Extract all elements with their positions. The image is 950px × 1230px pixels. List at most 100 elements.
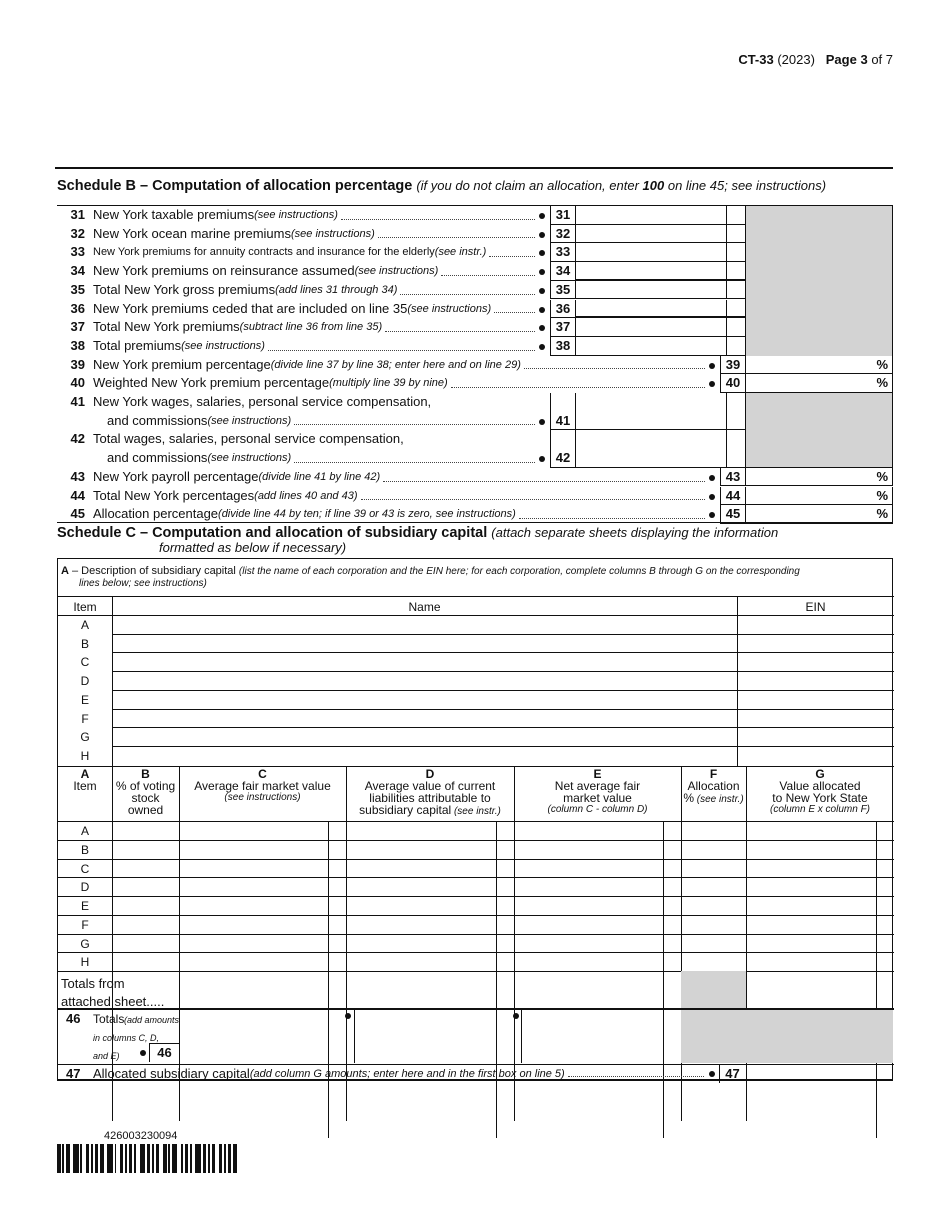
line46-field-c[interactable] [180,1011,328,1061]
dot-leader [489,243,535,258]
note-bold: 100 [642,178,665,193]
percent-field[interactable]: % [745,505,893,524]
note-text: (if you do not claim an allocation, ente… [416,178,643,193]
line-number: 37 [70,319,85,335]
cents-field[interactable] [726,336,745,356]
amount-field[interactable] [575,430,726,468]
name-field-E[interactable] [113,691,736,709]
line47-field[interactable] [747,1065,875,1083]
cents-field[interactable] [726,393,745,431]
line-label-text: Total premiums [93,337,182,353]
totals-text: attached sheet..... [61,994,165,1009]
cents-field[interactable] [726,262,745,281]
barcode-bar [127,1144,129,1173]
dot-leader [360,487,705,501]
barcode-bar [198,1144,201,1173]
grid-line [58,952,894,954]
column-note: (see instructions) [224,792,301,803]
barcode-bar [220,1144,223,1173]
barcode-bar [168,1144,171,1173]
ein-field-D[interactable] [738,672,893,690]
amount-field[interactable] [575,318,726,337]
ein-field-G[interactable] [738,728,893,746]
line-instruction: (subtract line 36 from line 35) [239,321,383,334]
barcode-bar [118,1144,120,1173]
grid-line [719,1064,720,1083]
barcode-bar [179,1144,181,1173]
schedule-b-line-45: 45 Allocation percentage (divide line 44 … [57,505,893,524]
cents-field[interactable] [726,224,745,244]
barcode-bar [195,1144,198,1173]
barcode-bar [103,1144,106,1173]
cents-field[interactable] [726,318,745,337]
amount-field[interactable] [575,262,726,281]
amount-field[interactable] [575,393,726,431]
barcode-bar [109,1144,111,1173]
column-label: % (see instr.) [683,791,744,805]
cents-field[interactable] [726,243,745,263]
barcode-bar [231,1144,234,1173]
bullet-icon [345,1013,351,1019]
percent-field[interactable]: % [745,467,893,487]
barcode-bar [92,1144,95,1173]
cents-field[interactable] [726,206,745,225]
grid-line [58,1064,894,1065]
line-box-number: 31 [550,206,575,225]
line-instruction: (see instr.) [434,246,487,259]
barcode-bar [188,1144,190,1173]
line-box-number: 38 [550,336,575,356]
name-field-F[interactable] [113,710,736,728]
grid-line [328,821,329,1138]
percent-field[interactable]: % [745,486,893,506]
name-field-G[interactable] [113,728,736,746]
line-number: 47 [66,1066,81,1081]
barcode-bar [170,1144,172,1173]
column-note: (column E x column F) [769,804,871,815]
barcode-bar [71,1144,74,1173]
grid-line [496,821,497,1138]
barcode-bar [150,1144,153,1173]
amount-field[interactable] [575,299,726,319]
barcode-bar [227,1144,230,1173]
line-number: 31 [70,207,85,222]
column-header-F: F Allocation% (see instr.) [681,768,746,806]
line46-field-d[interactable] [355,1011,503,1061]
cents-field[interactable] [726,299,745,319]
ein-field-E[interactable] [738,691,893,709]
amount-field[interactable] [575,280,726,300]
percent-field[interactable]: % [745,374,893,393]
barcode-bar [180,1144,183,1173]
line-instruction: (see instructions) [254,209,338,221]
name-field-A[interactable] [113,616,736,634]
dot-leader [294,412,535,426]
ein-field-C[interactable] [738,653,893,671]
amount-field[interactable] [575,243,726,263]
item-letter: G [80,730,90,745]
schedule-c-note: (attach separate sheets displaying the i… [491,525,779,540]
barcode-bar [177,1144,180,1173]
ein-field-A[interactable] [738,616,893,634]
dot-leader [441,262,535,276]
barcode-bar [143,1144,146,1173]
cents-field[interactable] [726,280,745,300]
ein-field-F[interactable] [738,710,893,728]
column-header-E: E Net average fair market value (column C -… [514,768,681,816]
name-field-H[interactable] [113,747,736,765]
name-field-D[interactable] [113,672,736,690]
cents-field[interactable] [726,430,745,468]
percent-field[interactable]: % [745,355,893,375]
amount-field[interactable] [575,336,726,356]
amount-field[interactable] [575,206,726,225]
ein-field-B[interactable] [738,635,893,653]
ein-field-H[interactable] [738,747,893,765]
grid-line [58,933,894,935]
amount-field[interactable] [575,224,726,244]
barcode-bar [204,1144,207,1173]
line-box-number: 33 [550,243,575,263]
line46-field-e[interactable] [522,1011,670,1061]
name-field-B[interactable] [113,635,736,653]
line-instruction: (multiply line 39 by nine) [329,377,448,390]
form-year: (2023) [777,52,815,67]
name-field-C[interactable] [113,653,736,671]
grid-line [112,766,113,1121]
